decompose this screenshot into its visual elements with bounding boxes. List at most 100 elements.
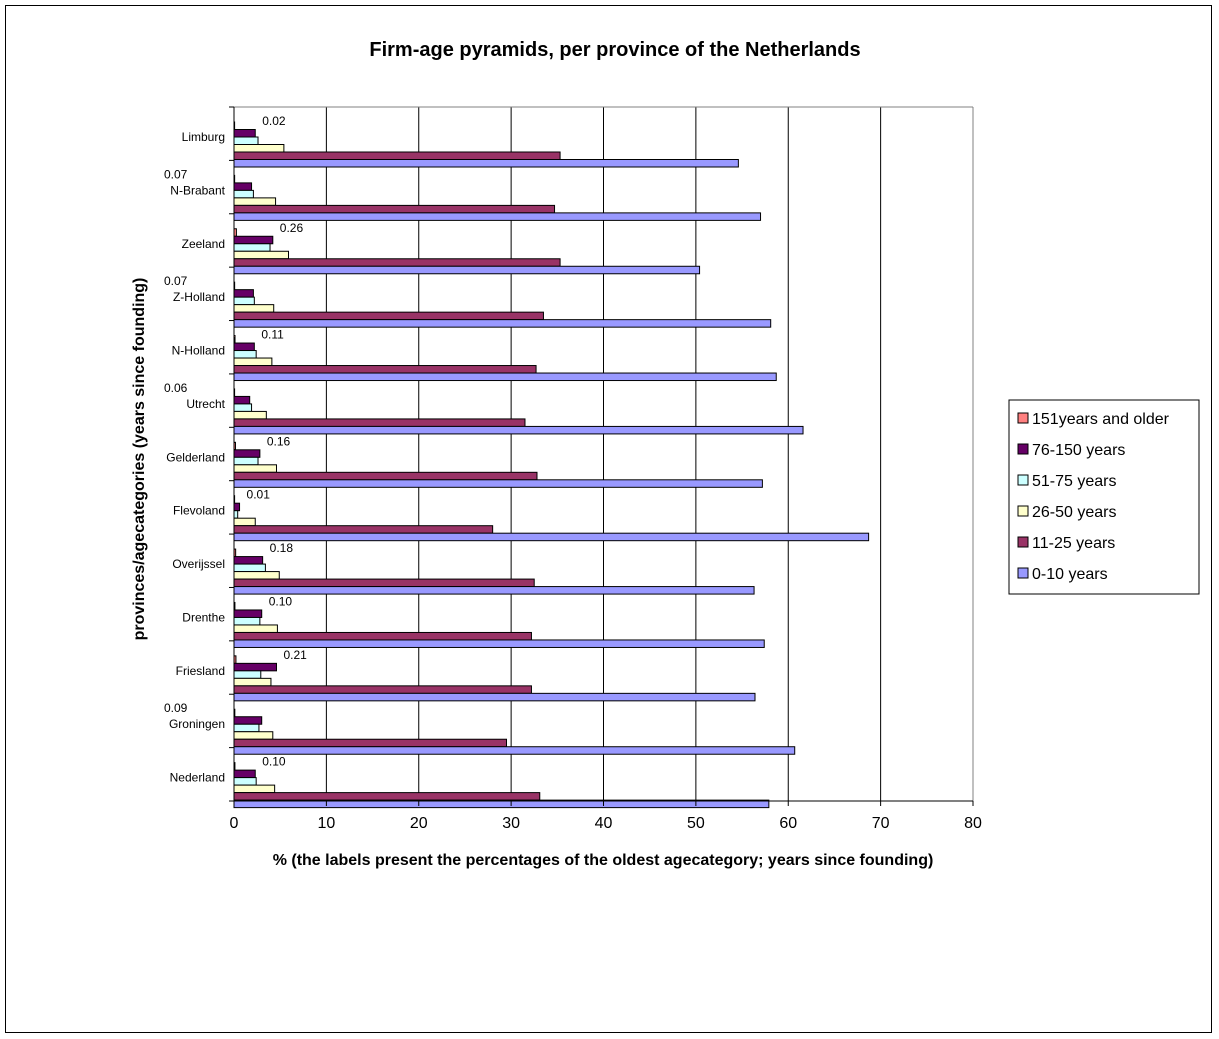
bar [233,342,255,352]
data-label: 0.26 [280,221,304,235]
bar [233,289,254,298]
x-tick-label: 20 [410,815,428,832]
bar [233,144,285,153]
bar [233,624,278,633]
bar [233,182,253,191]
data-label: 0.18 [270,541,294,555]
data-labels: 0.02 0.07 0.26 0.07 0.11 0.06 0.16 0.01 0.18 0.10… [164,114,307,769]
category-label: Zeeland [182,237,225,251]
bar [233,517,256,527]
chart-frame: Firm-age pyramids, per province of the N… [5,5,1212,1033]
bar [233,571,280,580]
gridlines [325,107,974,801]
bar [233,136,259,145]
legend-swatch [1017,474,1029,486]
bar [233,685,532,694]
chart-title: Firm-age pyramids, per province of the N… [369,39,860,61]
bar [233,159,739,168]
x-tick-labels: 0 10 20 30 40 50 60 70 80 [230,815,982,832]
bar [233,769,256,779]
bar [233,662,277,672]
legend-label: 0-10 years [1032,566,1108,583]
legend: 151years and older 76-150 years 51-75 year… [1008,399,1200,595]
x-tick-label: 10 [317,815,335,832]
bar [233,265,701,275]
category-labels: Limburg N-Brabant Zeeland Z-Holland N-Hollan… [166,130,225,785]
bar [233,792,541,801]
bar [233,586,755,595]
data-label: 0.21 [284,648,308,662]
category-label: Drenthe [182,610,225,624]
data-label: 0.09 [164,701,188,715]
bar [233,784,276,794]
x-tick-label: 40 [595,815,613,832]
category-label: Groningen [169,717,225,731]
legend-swatch [1017,536,1029,548]
legend-label: 26-50 years [1032,504,1117,521]
bar [233,304,275,313]
data-label: 0.11 [261,328,284,342]
bar [233,723,260,733]
data-label: 0.06 [164,381,188,395]
bar [233,258,561,267]
bar [233,456,259,466]
bar [233,479,763,488]
y-axis-title: provinces/agecategories (years since fou… [131,278,148,641]
legend-swatch [1017,412,1029,424]
legend-label: 11-25 years [1032,535,1115,552]
bar [233,410,267,420]
bar [233,403,253,412]
axes [229,106,974,806]
bar [233,563,266,573]
bar [233,731,274,740]
category-label: Friesland [176,664,225,678]
bar [233,510,239,519]
bar [233,692,756,702]
bar [233,631,532,641]
category-label: Limburg [182,130,225,144]
bar [233,578,535,588]
category-label: Flevoland [173,504,225,518]
bar [233,296,255,306]
bar [233,204,556,214]
x-tick-label: 60 [779,815,797,832]
bar [233,738,508,748]
legend-swatch [1017,505,1029,517]
bar [233,197,277,206]
bar [233,311,544,321]
bar [233,670,262,679]
bar [233,395,251,405]
x-tick-label: 0 [230,815,239,832]
legend-box [1008,399,1200,595]
bar [233,677,272,687]
legend-swatch [1017,443,1029,455]
bar [233,716,263,725]
category-label: Utrecht [186,397,225,411]
data-label: 0.07 [164,274,188,288]
bar [233,235,274,245]
bar [233,365,537,374]
x-tick-label: 30 [502,815,520,832]
category-label: Z-Holland [173,290,225,304]
bar [233,556,264,565]
bar [233,532,870,542]
data-label: 0.10 [262,755,286,769]
data-label: 0.10 [269,594,293,608]
x-tick-label: 50 [687,815,705,832]
chart: Firm-age pyramids, per province of the N… [131,39,1200,869]
bar [233,449,261,458]
category-label: N-Holland [172,344,225,358]
bar [233,609,263,618]
legend-label: 51-75 years [1032,473,1117,490]
legend-label: 76-150 years [1032,442,1125,459]
category-label: N-Brabant [170,183,225,197]
legend-swatch [1017,567,1029,579]
bar [233,616,261,626]
x-tick-label: 70 [872,815,890,832]
bar [233,250,290,260]
bar [233,777,257,786]
bar [233,471,538,481]
x-axis-title: % (the labels present the percentages of… [273,852,934,869]
category-label: Nederland [170,771,225,785]
bar [233,357,273,367]
